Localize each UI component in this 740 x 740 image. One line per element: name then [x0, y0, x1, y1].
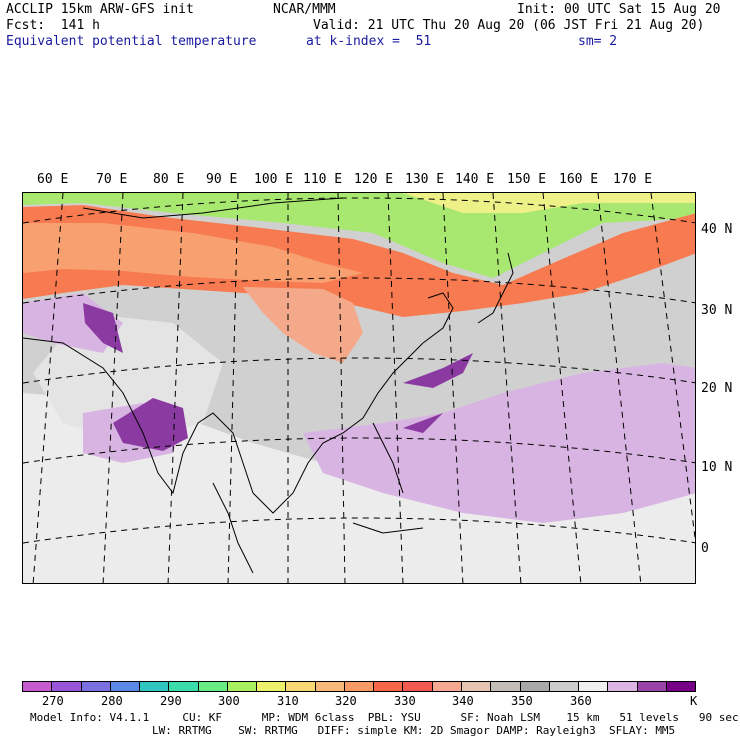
tropical-light: [23, 393, 695, 583]
lon-label: 140 E: [455, 172, 495, 187]
colorbar-cell: [608, 682, 638, 691]
plateau-warm: [243, 287, 363, 363]
coastlines: [23, 197, 514, 574]
lat-label: 20 N: [701, 381, 733, 396]
colorbar-cell: [374, 682, 404, 691]
colorbar-cell: [198, 682, 228, 691]
colorbar-cell: [344, 682, 375, 691]
lon-label: 160 E: [559, 172, 599, 187]
valid-time: Valid: 21 UTC Thu 20 Aug 20 (06 JST Fri …: [313, 18, 705, 33]
colorbar-cell: [315, 682, 345, 691]
bay-purple: [113, 398, 188, 451]
lon-label: 90 E: [206, 172, 238, 187]
lon-label: 80 E: [153, 172, 185, 187]
colorbar-unit: K: [690, 694, 698, 708]
colorbar-tick: 280: [101, 694, 123, 708]
colorbar-cell: [461, 682, 492, 691]
colorbar-cell: [140, 682, 170, 691]
colorbar-cell: [432, 682, 462, 691]
lon-label: 150 E: [507, 172, 547, 187]
pacific-purple: [403, 353, 473, 388]
lon-label: 170 E: [613, 172, 653, 187]
colorbar-cell: [666, 682, 696, 691]
colorbar: [22, 681, 696, 692]
colorbar-cell: [491, 682, 521, 691]
colorbar-tick: 350: [511, 694, 533, 708]
colorbar-tick: 340: [452, 694, 474, 708]
model-title: ACCLIP 15km ARW-GFS init: [6, 2, 194, 17]
lon-label: 130 E: [405, 172, 445, 187]
lat-label: 30 N: [701, 303, 733, 318]
colorbar-cell: [579, 682, 609, 691]
lon-label: 60 E: [37, 172, 69, 187]
colorbar-cell: [637, 682, 667, 691]
pacific-lavender: [303, 363, 695, 523]
lat-label: 40 N: [701, 222, 733, 237]
lon-label: 110 E: [303, 172, 343, 187]
level-index: at k-index = 51: [306, 34, 432, 49]
lon-label: 100 E: [254, 172, 294, 187]
colorbar-cell: [403, 682, 433, 691]
lat-label: 0: [701, 541, 709, 556]
map-panel: [22, 192, 696, 584]
cool-band-yellow: [23, 193, 695, 213]
graticule: [23, 193, 695, 583]
colorbar-tick: 320: [335, 694, 357, 708]
colorbar-cell: [286, 682, 316, 691]
org-label: NCAR/MMM: [273, 2, 336, 17]
colorbar-tick: 330: [394, 694, 416, 708]
model-info-line1: Model Info: V4.1.1 CU: KF MP: WDM 6class…: [30, 711, 739, 724]
smoothing: sm= 2: [578, 34, 618, 49]
colorbar-cell: [257, 682, 287, 691]
colorbar-tick: 310: [277, 694, 299, 708]
pacific-purple-2: [403, 413, 443, 433]
colorbar-tick: 290: [160, 694, 182, 708]
init-time: Init: 00 UTC Sat 15 Aug 20: [517, 2, 721, 17]
colorbar-tick: 270: [42, 694, 64, 708]
lon-label: 120 E: [354, 172, 394, 187]
colorbar-cell: [549, 682, 580, 691]
model-info-line2: LW: RRTMG SW: RRTMG DIFF: simple KM: 2D …: [152, 724, 676, 737]
forecast-hour: Fcst: 141 h: [6, 18, 100, 33]
colorbar-tick: 300: [218, 694, 240, 708]
colorbar-tick: 360: [570, 694, 592, 708]
field-name: Equivalent potential temperature: [6, 34, 257, 49]
colorbar-cell: [227, 682, 258, 691]
lon-label: 70 E: [96, 172, 128, 187]
warm-band-light: [23, 223, 363, 283]
lat-label: 10 N: [701, 460, 733, 475]
colorbar-cell: [81, 682, 111, 691]
colorbar-cell: [23, 682, 53, 691]
colorbar-cell: [520, 682, 550, 691]
colorbar-cell: [169, 682, 199, 691]
colorbar-cell: [110, 682, 141, 691]
colorbar-cell: [52, 682, 82, 691]
west-purple: [83, 303, 123, 353]
